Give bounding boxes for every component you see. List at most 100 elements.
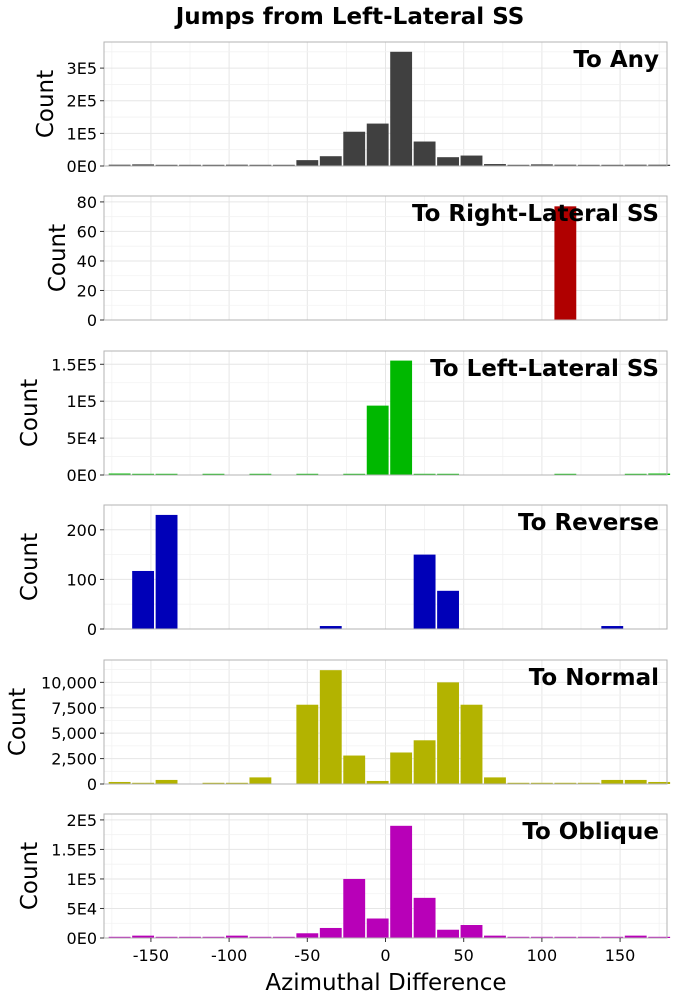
chart-panel-1: 0E0 1E5 2E5 3E5 Count To Any xyxy=(33,41,671,176)
histogram-bar xyxy=(366,918,389,938)
y-axis-title: Count xyxy=(5,688,31,756)
histogram-bar xyxy=(202,936,225,938)
plot-border xyxy=(103,350,668,476)
y-tick-label: 1.5E5 xyxy=(51,355,97,374)
histogram-bar xyxy=(343,131,366,166)
y-axis-title: Count xyxy=(17,533,43,601)
y-tick-label: 5,000 xyxy=(51,724,97,743)
histogram-bar xyxy=(108,473,131,475)
histogram-bar xyxy=(132,935,155,938)
chart-panel-6: 0E0 5E4 1E5 1.5E5 2E5 Count To Oblique xyxy=(17,811,671,948)
histogram-bar xyxy=(366,123,389,166)
histogram-bar xyxy=(319,927,342,938)
y-tick-label: 60 xyxy=(77,222,97,241)
y-tick-label: 40 xyxy=(77,252,97,271)
histogram-bar xyxy=(296,704,319,784)
histogram-bar xyxy=(132,473,155,475)
histogram-bar xyxy=(624,935,647,938)
histogram-bar xyxy=(390,752,413,784)
y-tick-label: 2,500 xyxy=(51,750,97,769)
plot-border xyxy=(103,504,668,630)
histogram-bar xyxy=(155,936,178,938)
plot-border xyxy=(103,659,668,785)
histogram-bar xyxy=(296,473,319,475)
panel-label: To Reverse xyxy=(518,510,659,536)
histogram-bar xyxy=(460,704,483,784)
histogram-bar xyxy=(554,782,577,784)
histogram-bar xyxy=(296,933,319,938)
histogram-bar xyxy=(226,935,248,938)
y-tick-label: 20 xyxy=(77,281,97,300)
panel-label: To Normal xyxy=(529,665,659,691)
histogram-bar xyxy=(460,155,483,166)
histogram-bar xyxy=(390,360,413,475)
histogram-bar xyxy=(648,781,671,784)
histogram-bar xyxy=(249,777,272,784)
histogram-bar xyxy=(577,936,600,938)
panel-label: To Any xyxy=(573,47,659,73)
histogram-bar xyxy=(413,897,436,938)
histogram-bar xyxy=(460,925,483,938)
y-tick-label: 0 xyxy=(87,311,97,330)
histogram-bar xyxy=(202,164,225,166)
histogram-bar xyxy=(577,164,600,166)
histogram-bar xyxy=(366,780,389,784)
panel-label: To Right-Lateral SS xyxy=(412,201,659,227)
histogram-bar xyxy=(202,782,225,784)
histogram-bar xyxy=(530,936,553,938)
y-tick-label: 0 xyxy=(87,620,97,639)
histogram-bar xyxy=(249,936,272,938)
y-tick-label: 2E5 xyxy=(67,92,97,111)
panel-label: To Left-Lateral SS xyxy=(430,356,659,382)
histogram-bar xyxy=(648,473,671,475)
histogram-bar xyxy=(507,782,530,784)
histogram-bar xyxy=(272,936,295,938)
histogram-bar xyxy=(507,936,530,938)
histogram-bar xyxy=(601,936,624,938)
x-axis: -150 -100 -50 0 50 100 150 xyxy=(133,938,635,965)
histogram-bar xyxy=(343,878,366,938)
y-tick-label: 10,000 xyxy=(41,673,97,692)
histogram-bar xyxy=(390,825,413,938)
histogram-bar xyxy=(413,554,436,629)
y-tick-label: 200 xyxy=(66,521,97,540)
histogram-bar xyxy=(272,164,295,166)
histogram-bar xyxy=(484,935,506,938)
histogram-bar xyxy=(343,755,366,784)
histogram-bar xyxy=(554,206,577,320)
y-axis-title: Count xyxy=(45,224,71,292)
histogram-bar xyxy=(413,141,436,166)
histogram-bar xyxy=(624,164,647,166)
y-tick-label: 7,500 xyxy=(51,699,97,718)
y-tick-label: 1E5 xyxy=(67,124,97,143)
y-tick-label: 1.5E5 xyxy=(51,840,97,859)
histogram-bar xyxy=(390,51,413,166)
panel-label: To Oblique xyxy=(522,819,659,845)
chart-panel-5: 0 2,500 5,000 7,500 10,000 Count To Normal xyxy=(5,659,671,794)
histogram-bar xyxy=(601,164,624,166)
histogram-bar xyxy=(437,590,459,629)
y-axis-title: Count xyxy=(33,70,59,138)
histogram-bar xyxy=(484,777,506,784)
histogram-bar xyxy=(648,936,671,938)
histogram-bar xyxy=(179,164,201,166)
histogram-bar xyxy=(249,164,272,166)
histogram-bar xyxy=(132,782,155,784)
chart-panel-4: 0 100 200 Count To Reverse xyxy=(17,504,668,639)
histogram-bar xyxy=(601,779,624,784)
histogram-bar xyxy=(624,779,647,784)
y-tick-label: 0E0 xyxy=(67,929,97,948)
x-tick-label: -100 xyxy=(211,946,247,965)
histogram-bar xyxy=(202,473,225,475)
y-tick-label: 2E5 xyxy=(67,811,97,830)
histogram-bar xyxy=(437,929,459,938)
histogram-bar xyxy=(155,779,178,784)
y-axis-title: Count xyxy=(17,842,43,910)
y-tick-label: 1E5 xyxy=(67,392,97,411)
histogram-bar xyxy=(108,781,131,784)
y-tick-label: 0E0 xyxy=(67,157,97,176)
x-tick-label: -150 xyxy=(133,946,169,965)
x-tick-label: 0 xyxy=(380,946,390,965)
histogram-bar xyxy=(226,164,248,166)
